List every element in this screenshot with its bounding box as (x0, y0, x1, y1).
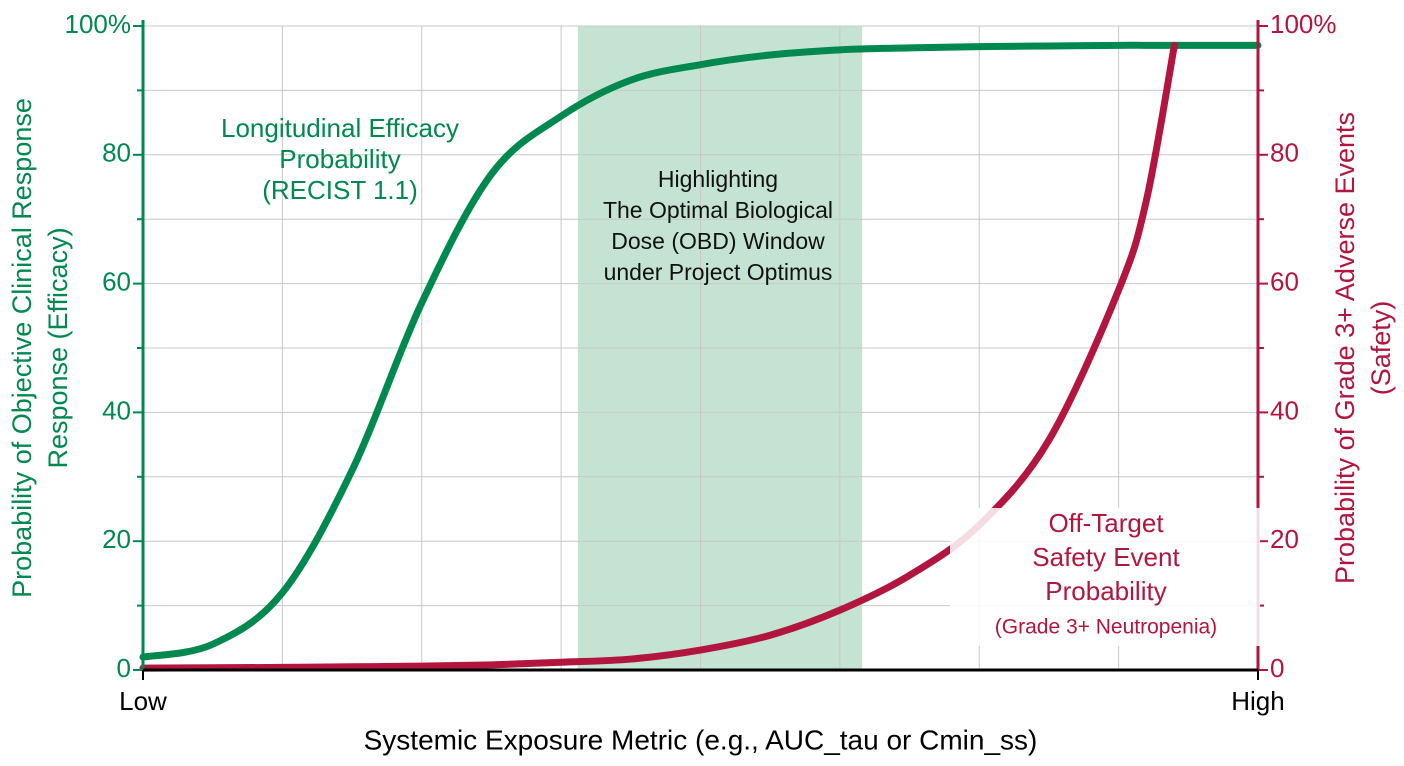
x-tick-label: Low (119, 686, 167, 716)
y-tick-label: 0 (117, 653, 131, 683)
y-tick-label: 40 (102, 395, 131, 425)
x-tick-label: High (1231, 686, 1284, 716)
y-tick-label: 100% (65, 9, 132, 39)
highlight-label: The Optimal Biological (603, 197, 833, 223)
y-tick-label: 60 (102, 266, 131, 296)
safety-annotation: Probability (1045, 576, 1166, 606)
y2-tick-label: 80 (1270, 138, 1299, 168)
y-axis-title: Probability of Objective Clinical Respon… (7, 98, 37, 598)
y2-axis-title: (Safety) (1366, 301, 1396, 396)
y-tick-label: 80 (102, 138, 131, 168)
y2-tick-label: 100% (1270, 9, 1337, 39)
annotation-backdrop (950, 508, 1260, 646)
efficacy-annotation: Longitudinal Efficacy (221, 113, 459, 143)
safety-annotation: (Grade 3+ Neutropenia) (995, 616, 1217, 639)
safety-annotation: Off-Target (1048, 508, 1164, 538)
safety-annotation: Safety Event (1032, 542, 1180, 572)
y2-axis-title: Probability of Grade 3+ Adverse Events (1330, 112, 1360, 584)
highlight-label: Dose (OBD) Window (611, 228, 825, 254)
x-axis-title: Systemic Exposure Metric (e.g., AUC_tau … (364, 724, 1038, 755)
y2-tick-label: 60 (1270, 266, 1299, 296)
y2-tick-label: 40 (1270, 395, 1299, 425)
line-series (139, 41, 1262, 661)
efficacy-annotation: Probability (279, 144, 400, 174)
line-series (139, 41, 1178, 672)
y-axis-title: Response (Efficacy) (43, 227, 73, 468)
y2-tick-label: 0 (1270, 653, 1284, 683)
y-tick-label: 20 (102, 524, 131, 554)
highlight-label: Highlighting (658, 166, 778, 192)
efficacy-annotation: (RECIST 1.1) (262, 175, 418, 205)
y2-tick-label: 20 (1270, 524, 1299, 554)
highlight-label: under Project Optimus (604, 259, 833, 285)
